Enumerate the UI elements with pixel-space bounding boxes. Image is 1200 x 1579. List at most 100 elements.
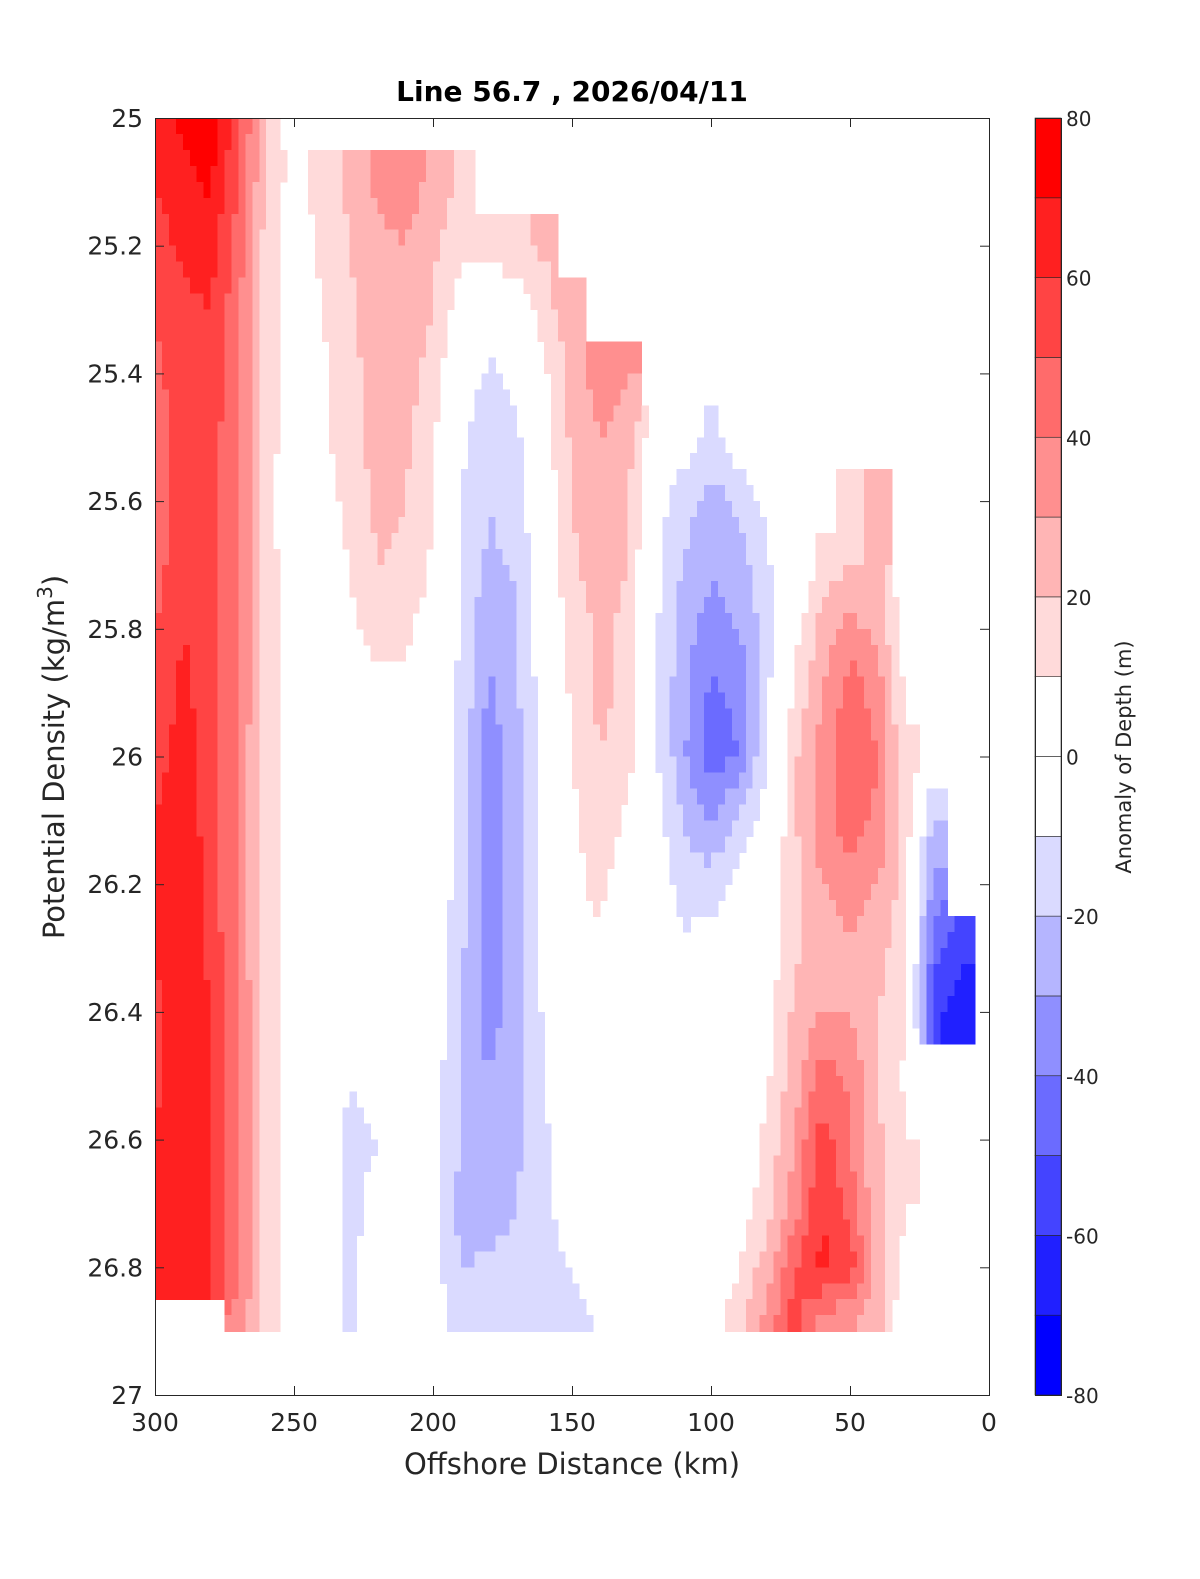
contour-cell: [530, 692, 538, 710]
contour-cell: [224, 1091, 232, 1109]
contour-cell: [801, 932, 809, 949]
contour-cell: [843, 995, 851, 1013]
contour-cell: [203, 995, 212, 1013]
contour-cell: [210, 852, 219, 869]
contour-cell: [815, 1059, 823, 1077]
contour-cell: [391, 165, 399, 183]
contour-cell: [259, 612, 267, 630]
contour-cell: [572, 501, 580, 518]
contour-cell: [565, 437, 573, 454]
contour-cell: [210, 149, 219, 167]
contour-cell: [502, 756, 510, 774]
contour-cell: [495, 900, 504, 917]
contour-cell: [196, 932, 205, 949]
contour-cell: [460, 165, 469, 183]
contour-cell: [259, 229, 267, 247]
contour-cell: [509, 1283, 517, 1300]
contour-cell: [175, 1027, 184, 1045]
contour-cell: [363, 165, 372, 183]
contour-cell: [808, 1299, 816, 1316]
contour-cell: [829, 1027, 837, 1045]
contour-cell: [370, 277, 378, 295]
contour-cell: [252, 740, 260, 758]
contour-cell: [558, 501, 566, 518]
contour-cell: [203, 1155, 212, 1173]
contour-cell: [905, 788, 914, 805]
contour-cell: [592, 788, 601, 805]
contour-cell: [565, 1299, 573, 1316]
contour-cell: [426, 229, 434, 247]
contour-cell: [161, 836, 170, 853]
contour-cell: [488, 421, 497, 438]
contour-cell: [231, 453, 239, 470]
contour-cell: [161, 1139, 170, 1157]
contour-cell: [155, 1059, 163, 1077]
contour-cell: [766, 1123, 775, 1141]
contour-cell: [391, 261, 399, 279]
contour-cell: [523, 708, 531, 726]
contour-cell: [738, 517, 747, 534]
contour-cell: [516, 1043, 524, 1061]
contour-cell: [356, 580, 365, 598]
contour-cell: [363, 197, 372, 215]
contour-cell: [912, 1139, 921, 1157]
contour-cell: [870, 1075, 879, 1093]
contour-cell: [940, 804, 948, 821]
contour-cell: [759, 644, 768, 662]
contour-cell: [870, 564, 879, 582]
contour-cell: [724, 692, 733, 710]
contour-cell: [189, 964, 198, 981]
contour-cell: [843, 948, 851, 965]
contour-cell: [460, 1267, 469, 1284]
contour-cell: [877, 1043, 886, 1061]
contour-cell: [460, 884, 469, 901]
contour-cell: [439, 181, 448, 199]
contour-cell: [245, 916, 253, 933]
contour-cell: [516, 501, 524, 518]
contour-cell: [843, 916, 851, 933]
contour-cell: [488, 549, 497, 566]
y-tick-label: 25: [111, 104, 143, 133]
contour-cell: [161, 325, 170, 343]
contour-cell: [509, 437, 517, 454]
contour-cell: [829, 756, 837, 774]
contour-cell: [752, 1251, 761, 1268]
contour-cell: [245, 469, 253, 486]
contour-cell: [238, 692, 246, 710]
contour-cell: [155, 708, 163, 726]
contour-cell: [919, 836, 928, 853]
contour-cell: [752, 1219, 761, 1236]
contour-cell: [203, 485, 212, 502]
contour-cell: [940, 932, 948, 949]
colorbar-band: [1034, 756, 1062, 837]
contour-cell: [558, 549, 566, 566]
contour-cell: [683, 692, 691, 710]
contour-cell: [266, 995, 274, 1013]
contour-cell: [857, 1251, 865, 1268]
contour-cell: [203, 1043, 212, 1061]
contour-cell: [363, 181, 372, 199]
contour-cell: [870, 1315, 879, 1332]
contour-cell: [585, 421, 594, 438]
contour-cell: [189, 197, 198, 215]
contour-cell: [231, 245, 239, 263]
contour-cell: [843, 1235, 851, 1252]
contour-cell: [738, 628, 747, 646]
contour-cell: [884, 1155, 893, 1173]
contour-cell: [808, 980, 816, 997]
contour-cell: [203, 134, 212, 151]
contour-cell: [252, 660, 260, 678]
contour-cell: [182, 341, 191, 359]
contour-cell: [467, 1075, 476, 1093]
contour-cell: [224, 134, 232, 151]
contour-cell: [453, 788, 462, 805]
contour-cell: [495, 644, 504, 662]
contour-cell: [488, 389, 497, 406]
contour-cell: [182, 325, 191, 343]
contour-cell: [488, 453, 497, 470]
contour-cell: [592, 580, 601, 598]
contour-cell: [884, 852, 893, 869]
contour-cell: [488, 804, 497, 821]
contour-cell: [801, 852, 809, 869]
contour-cell: [474, 596, 483, 614]
